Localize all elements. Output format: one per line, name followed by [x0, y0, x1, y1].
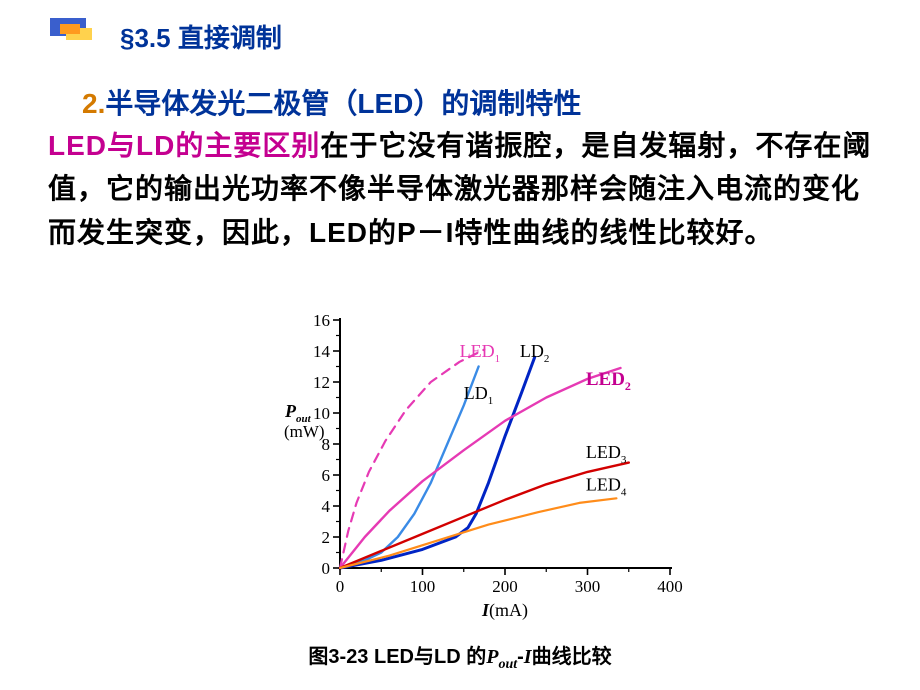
svg-text:I(mA): I(mA)	[481, 600, 528, 621]
caption-dash: -	[517, 646, 524, 668]
caption-sub: out	[498, 657, 517, 672]
caption-post: 曲线比较	[532, 646, 612, 668]
svg-text:LD1: LD1	[464, 383, 494, 407]
svg-text:12: 12	[313, 373, 330, 392]
slide-page: §3.5 直接调制 2.半导体发光二极管（LED）的调制特性 LED与LD的主要…	[0, 0, 920, 690]
svg-text:4: 4	[322, 497, 331, 516]
svg-text:300: 300	[575, 577, 601, 596]
figure-caption: 图3-23 LED与LD 的Pout-I曲线比较	[0, 640, 920, 673]
svg-text:100: 100	[410, 577, 436, 596]
svg-text:2: 2	[322, 528, 331, 547]
section-title: §3.5 直接调制	[120, 18, 282, 55]
svg-text:LED3: LED3	[586, 442, 627, 466]
pi-chart: 02468101214160100200300400Pout(mW)I(mA)L…	[280, 306, 710, 641]
svg-text:LED4: LED4	[586, 475, 627, 499]
subsection-text: 半导体发光二极管（LED）的调制特性	[105, 88, 581, 119]
decor-icon	[50, 18, 94, 50]
svg-text:LED2: LED2	[586, 369, 631, 393]
section-title-text: §3.5 直接调制	[120, 23, 282, 53]
svg-text:10: 10	[313, 404, 330, 423]
body-paragraph: LED与LD的主要区别在于它没有谐振腔，是自发辐射，不存在阈值，它的输出光功率不…	[48, 124, 885, 254]
svg-text:16: 16	[313, 311, 330, 330]
svg-text:200: 200	[492, 577, 518, 596]
svg-text:0: 0	[322, 559, 331, 578]
svg-text:14: 14	[313, 342, 331, 361]
body-highlight: LED与LD的主要区别	[48, 130, 320, 161]
caption-pre: 图3-23 LED与LD 的	[308, 646, 486, 668]
svg-text:6: 6	[322, 466, 331, 485]
svg-text:0: 0	[336, 577, 345, 596]
svg-text:(mW): (mW)	[284, 422, 325, 441]
svg-text:LED1: LED1	[460, 341, 501, 365]
subsection-title: 2.半导体发光二极管（LED）的调制特性	[82, 82, 581, 122]
caption-I: I	[524, 646, 532, 668]
svg-text:400: 400	[657, 577, 683, 596]
caption-P: P	[486, 646, 498, 668]
subsection-num: 2.	[82, 88, 105, 119]
